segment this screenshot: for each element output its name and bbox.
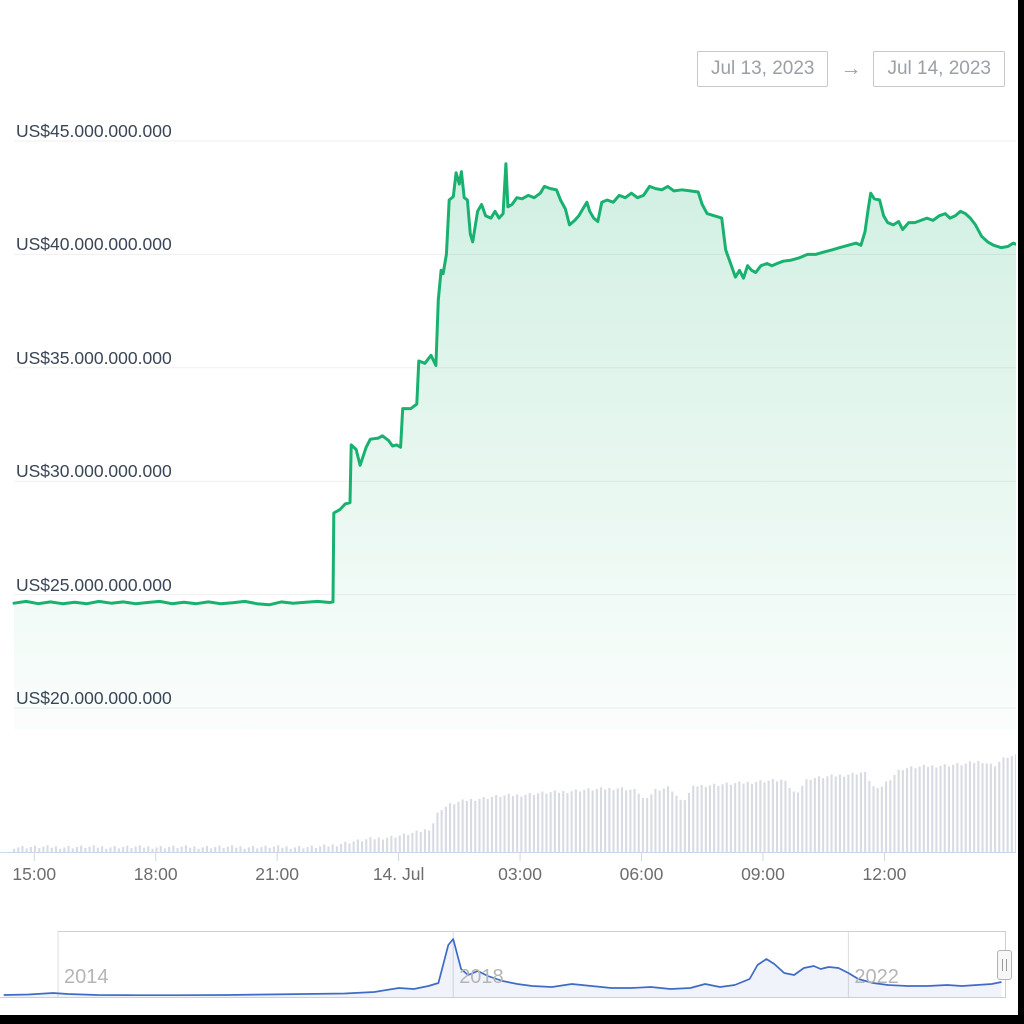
- navigator-year-label: 2022: [854, 966, 899, 988]
- x-tick-label: 03:00: [498, 864, 542, 884]
- y-tick-label: US$35.000.000.000: [16, 347, 172, 368]
- navigator-handle[interactable]: [997, 950, 1012, 980]
- screen-edge-bottom: [0, 1015, 1024, 1024]
- navigator-year-label: 2018: [459, 966, 504, 988]
- y-tick-label: US$25.000.000.000: [16, 574, 172, 595]
- x-tick-label: 09:00: [741, 864, 785, 884]
- screen-edge-right: [1018, 0, 1024, 1024]
- x-tick-label: 21:00: [255, 864, 300, 884]
- x-tick-label: 18:00: [133, 864, 178, 884]
- x-tick-label: 14. Jul: [372, 864, 425, 884]
- range-navigator[interactable]: [0, 928, 1016, 1005]
- market-cap-chart[interactable]: [0, 0, 1018, 905]
- y-tick-label: US$45.000.000.000: [16, 121, 172, 141]
- date-range-picker: Jul 13, 2023 → Jul 14, 2023: [696, 51, 1005, 87]
- y-tick-label: US$30.000.000.000: [16, 461, 172, 482]
- y-tick-label: US$40.000.000.000: [16, 234, 172, 255]
- x-tick-label: 12:00: [862, 864, 907, 884]
- x-tick-label: 15:00: [12, 864, 57, 884]
- arrow-right-icon: →: [840, 57, 862, 80]
- date-from-input[interactable]: Jul 13, 2023: [696, 51, 829, 87]
- navigator-year-label: 2014: [64, 966, 109, 988]
- date-to-input[interactable]: Jul 14, 2023: [873, 51, 1005, 87]
- x-tick-label: 06:00: [619, 864, 664, 884]
- y-tick-label: US$20.000.000.000: [16, 688, 172, 708]
